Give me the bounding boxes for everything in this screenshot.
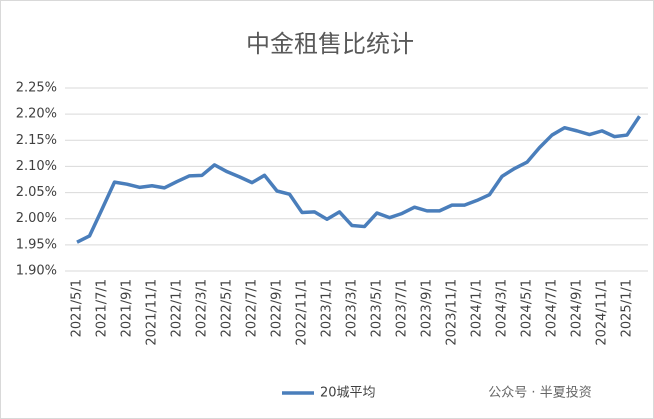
x-tick-label: 2023/5/1 xyxy=(370,279,385,337)
x-tick-label: 2022/1/1 xyxy=(170,279,185,337)
x-tick-label: 2023/1/1 xyxy=(320,279,335,337)
x-tick-label: 2025/1/1 xyxy=(620,279,635,337)
x-tick-label: 2024/5/1 xyxy=(520,279,535,337)
x-tick-label: 2022/9/1 xyxy=(270,279,285,337)
y-tick-label: 1.95% xyxy=(16,237,57,252)
chart-title: 中金租售比统计 xyxy=(246,30,414,58)
x-tick-label: 2024/9/1 xyxy=(570,279,585,337)
x-tick-label: 2023/11/1 xyxy=(445,279,460,346)
y-tick-label: 2.20% xyxy=(16,107,57,122)
x-tick-label: 2022/11/1 xyxy=(295,279,310,346)
y-tick-label: 2.00% xyxy=(16,211,57,226)
x-tick-label: 2022/5/1 xyxy=(220,279,235,337)
y-tick-label: 2.10% xyxy=(16,159,57,174)
y-tick-label: 1.90% xyxy=(16,264,57,279)
x-tick-label: 2021/5/1 xyxy=(70,279,85,337)
x-tick-label: 2023/3/1 xyxy=(345,279,360,337)
legend-label: 20城平均 xyxy=(320,386,376,401)
x-tick-label: 2021/11/1 xyxy=(145,279,160,346)
x-tick-label: 2023/9/1 xyxy=(420,279,435,337)
x-tick-label: 2021/9/1 xyxy=(120,279,135,337)
y-tick-label: 2.15% xyxy=(16,133,57,148)
watermark: 公众号 · 半夏投资 xyxy=(488,385,591,401)
x-tick-label: 2023/7/1 xyxy=(395,279,410,337)
y-tick-label: 2.25% xyxy=(16,81,57,96)
line-series xyxy=(76,115,641,244)
y-tick-label: 2.05% xyxy=(16,185,57,200)
x-tick-label: 2022/7/1 xyxy=(245,279,260,337)
x-tick-label: 2024/7/1 xyxy=(545,279,560,337)
x-tick-label: 2024/1/1 xyxy=(470,279,485,337)
x-tick-label: 2024/11/1 xyxy=(595,279,610,346)
x-tick-label: 2024/3/1 xyxy=(495,279,510,337)
x-tick-label: 2022/3/1 xyxy=(195,279,210,337)
x-tick-label: 2021/7/1 xyxy=(95,279,110,337)
